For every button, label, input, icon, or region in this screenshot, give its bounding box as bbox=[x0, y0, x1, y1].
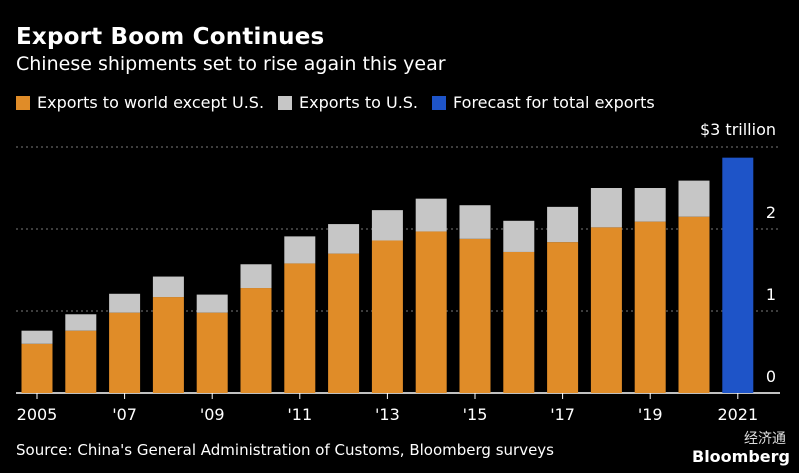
bar-2010-series-0 bbox=[240, 288, 272, 393]
x-tick-label-2017: '17 bbox=[550, 405, 575, 424]
x-tick-label-2005: 2005 bbox=[17, 405, 58, 424]
bar-2006-series-0 bbox=[65, 330, 97, 393]
bar-2020-series-0 bbox=[678, 216, 710, 393]
bar-2012-series-1 bbox=[328, 224, 360, 254]
bar-2016-series-1 bbox=[503, 220, 535, 252]
bar-2009-series-0 bbox=[196, 312, 228, 393]
bar-2010-series-1 bbox=[240, 264, 272, 289]
bar-2011-series-1 bbox=[284, 236, 316, 264]
y-tick-label-2: 2 bbox=[766, 203, 776, 222]
x-tick-label-2021: 2021 bbox=[717, 405, 758, 424]
bar-2017-series-0 bbox=[547, 242, 579, 393]
bar-2019-series-1 bbox=[634, 188, 666, 222]
bar-2009-series-1 bbox=[196, 294, 228, 313]
bar-2011-series-0 bbox=[284, 263, 316, 393]
legend-label-forecast: Forecast for total exports bbox=[453, 93, 655, 112]
y-tick-label-0: 0 bbox=[766, 367, 776, 386]
bar-2014-series-1 bbox=[415, 198, 447, 232]
bar-2015-series-1 bbox=[459, 205, 491, 239]
legend: Exports to world except U.S. Exports to … bbox=[16, 93, 669, 112]
bar-2018-series-0 bbox=[590, 227, 622, 393]
x-tick-label-2013: '13 bbox=[375, 405, 400, 424]
chart-title: Export Boom Continues bbox=[16, 24, 325, 50]
bar-2008-series-0 bbox=[152, 297, 184, 393]
bar-2018-series-1 bbox=[590, 188, 622, 228]
bar-2017-series-1 bbox=[547, 206, 579, 243]
bar-2013-series-0 bbox=[371, 240, 403, 393]
bar-2013-series-1 bbox=[371, 210, 403, 241]
bar-2021-series-2 bbox=[722, 157, 754, 393]
x-tick-label-2019: '19 bbox=[638, 405, 663, 424]
source-note: Source: China's General Administration o… bbox=[16, 441, 555, 459]
bar-2005-series-0 bbox=[21, 343, 53, 393]
y-tick-label-3: $3 trillion bbox=[700, 120, 776, 139]
legend-item-world-ex-us: Exports to world except U.S. bbox=[16, 93, 264, 112]
x-tick-label-2009: '09 bbox=[200, 405, 225, 424]
bar-2015-series-0 bbox=[459, 238, 491, 393]
bar-2020-series-1 bbox=[678, 180, 710, 217]
bloomberg-logo: Bloomberg bbox=[692, 447, 790, 466]
legend-label-world-ex-us: Exports to world except U.S. bbox=[37, 93, 265, 112]
y-tick-label-1: 1 bbox=[766, 285, 776, 304]
bar-2016-series-0 bbox=[503, 251, 535, 393]
legend-swatch-forecast bbox=[432, 95, 447, 110]
legend-item-forecast: Forecast for total exports bbox=[432, 93, 655, 112]
legend-item-us: Exports to U.S. bbox=[278, 93, 418, 112]
bar-2012-series-0 bbox=[328, 253, 360, 393]
bar-2008-series-1 bbox=[152, 276, 184, 298]
legend-swatch-us bbox=[278, 95, 293, 110]
bar-2007-series-1 bbox=[109, 293, 141, 313]
bar-2007-series-0 bbox=[109, 312, 141, 393]
x-tick-label-2015: '15 bbox=[463, 405, 488, 424]
watermark-text: 经济通 bbox=[744, 431, 786, 447]
x-tick-label-2007: '07 bbox=[112, 405, 137, 424]
chart-subtitle: Chinese shipments set to rise again this… bbox=[16, 53, 446, 75]
x-tick-label-2011: '11 bbox=[287, 405, 312, 424]
bar-2005-series-1 bbox=[21, 330, 53, 344]
legend-label-us: Exports to U.S. bbox=[299, 93, 419, 112]
legend-swatch-world-ex-us bbox=[16, 95, 30, 110]
bar-2014-series-0 bbox=[415, 231, 447, 393]
bar-2006-series-1 bbox=[65, 314, 97, 331]
bar-2019-series-0 bbox=[634, 221, 666, 393]
